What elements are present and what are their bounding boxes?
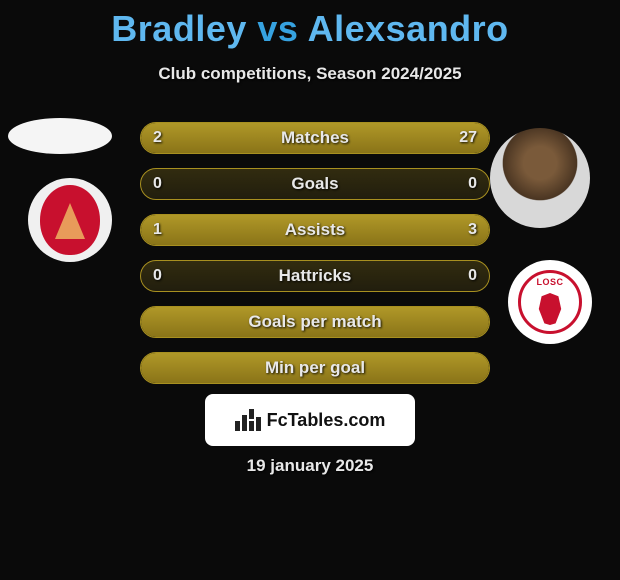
- player1-club-badge: [28, 178, 112, 262]
- stat-label: Min per goal: [141, 358, 489, 378]
- fctables-logo-icon: [235, 409, 261, 431]
- vs-text: vs: [257, 8, 298, 49]
- stat-label: Assists: [141, 220, 489, 240]
- stat-label: Matches: [141, 128, 489, 148]
- stat-value-right: 0: [468, 267, 477, 285]
- comparison-title: Bradley vs Alexsandro: [0, 0, 620, 50]
- player2-name: Alexsandro: [308, 8, 509, 49]
- stat-value-right: 27: [459, 129, 477, 147]
- date-text: 19 january 2025: [0, 456, 620, 476]
- liverpool-crest-icon: [40, 185, 100, 255]
- stat-label: Goals: [141, 174, 489, 194]
- player2-photo: [490, 128, 590, 228]
- stat-label: Hattricks: [141, 266, 489, 286]
- source-site: FcTables.com: [267, 410, 386, 431]
- stat-value-right: 0: [468, 175, 477, 193]
- stats-table: 2 Matches 27 0 Goals 0 1 Assists 3 0 Hat…: [140, 122, 490, 398]
- stat-row-min-per-goal: Min per goal: [140, 352, 490, 384]
- lille-crest-icon: [518, 270, 582, 334]
- stat-value-right: 3: [468, 221, 477, 239]
- stat-row-goals-per-match: Goals per match: [140, 306, 490, 338]
- stat-row-hattricks: 0 Hattricks 0: [140, 260, 490, 292]
- stat-label: Goals per match: [141, 312, 489, 332]
- player1-name: Bradley: [111, 8, 247, 49]
- stat-row-assists: 1 Assists 3: [140, 214, 490, 246]
- player1-photo: [8, 118, 112, 154]
- source-badge: FcTables.com: [205, 394, 415, 446]
- player2-club-badge: [508, 260, 592, 344]
- stat-row-matches: 2 Matches 27: [140, 122, 490, 154]
- stat-row-goals: 0 Goals 0: [140, 168, 490, 200]
- subtitle: Club competitions, Season 2024/2025: [0, 64, 620, 84]
